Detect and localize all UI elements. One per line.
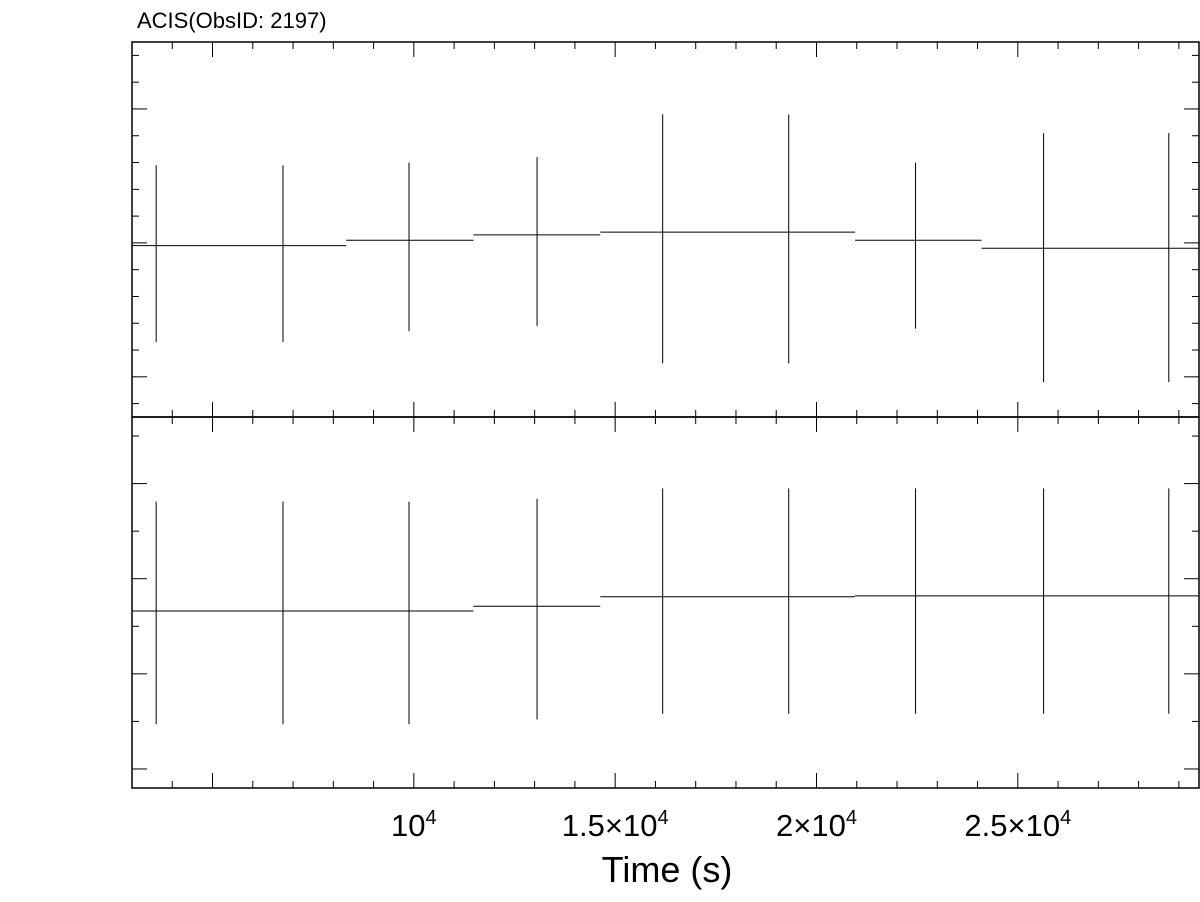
x-tick-label: 1.5×104 <box>562 807 669 843</box>
x-tick-label: 104 <box>391 807 437 843</box>
x-tick-exponent: 4 <box>657 807 668 829</box>
chart-title: ACIS(ObsID: 2197) <box>137 8 327 33</box>
x-tick-label: 2.5×104 <box>964 807 1071 843</box>
x-tick-label: 2×104 <box>776 807 857 843</box>
panel-2-frame <box>131 416 1200 789</box>
x-tick-exponent: 4 <box>426 807 437 829</box>
panel-1-frame <box>131 41 1200 418</box>
x-axis-title: Time (s) <box>602 849 733 890</box>
x-tick-exponent: 4 <box>846 807 857 829</box>
x-tick-exponent: 4 <box>1060 807 1071 829</box>
